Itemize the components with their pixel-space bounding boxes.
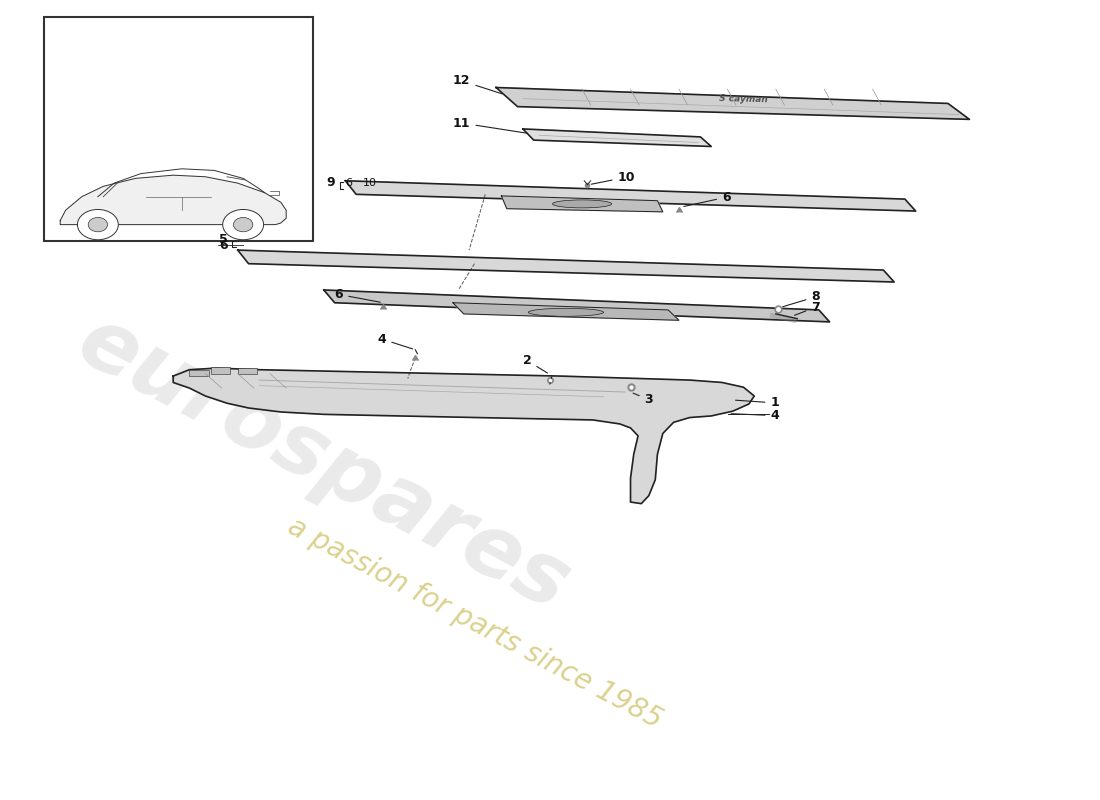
Circle shape	[88, 218, 108, 232]
Text: 3: 3	[634, 393, 653, 406]
Circle shape	[77, 210, 119, 240]
Polygon shape	[502, 196, 663, 212]
Ellipse shape	[552, 200, 612, 208]
Text: 4: 4	[732, 409, 779, 422]
Text: 11: 11	[453, 117, 528, 134]
Bar	[44, 18, 313, 241]
Text: 9: 9	[326, 176, 334, 190]
Ellipse shape	[528, 308, 604, 316]
Text: 4: 4	[377, 333, 412, 349]
Bar	[211, 367, 230, 374]
Bar	[238, 368, 257, 374]
Text: 6: 6	[334, 288, 381, 302]
Text: 6: 6	[220, 239, 228, 252]
Bar	[189, 370, 209, 376]
Polygon shape	[60, 175, 286, 225]
Text: 6: 6	[684, 190, 730, 206]
Polygon shape	[453, 302, 679, 320]
Text: 12: 12	[453, 74, 502, 94]
Text: 1: 1	[736, 396, 779, 410]
Text: eurospares: eurospares	[64, 299, 584, 628]
Polygon shape	[173, 368, 755, 504]
Text: 10: 10	[592, 170, 635, 184]
Text: 8: 8	[783, 290, 820, 306]
Circle shape	[233, 218, 253, 232]
Text: a passion for parts since 1985: a passion for parts since 1985	[283, 512, 667, 734]
Text: 6: 6	[345, 178, 352, 187]
Text: 10: 10	[363, 178, 376, 187]
Polygon shape	[238, 250, 894, 282]
Polygon shape	[496, 87, 969, 119]
Text: 5: 5	[220, 233, 228, 246]
Polygon shape	[323, 290, 829, 322]
Text: S cayman: S cayman	[719, 94, 768, 105]
Polygon shape	[522, 129, 712, 146]
Polygon shape	[345, 181, 915, 211]
Text: 2: 2	[522, 354, 548, 373]
Circle shape	[222, 210, 264, 240]
Text: 7: 7	[794, 301, 821, 315]
